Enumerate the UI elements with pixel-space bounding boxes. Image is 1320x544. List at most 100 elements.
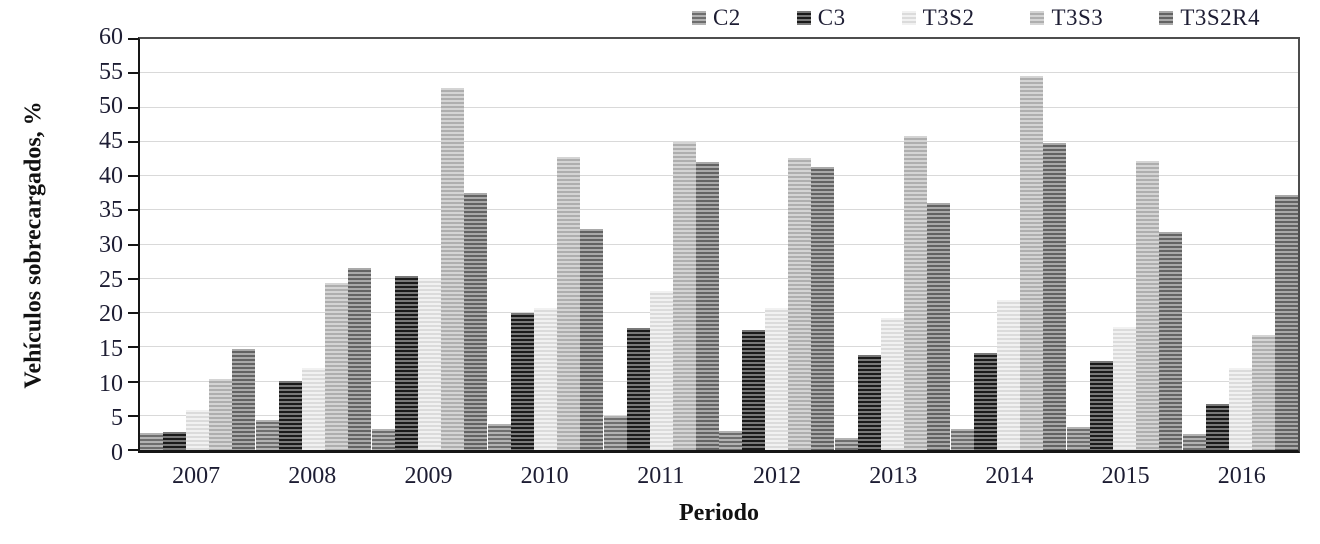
bar-c2-2012 <box>719 430 743 450</box>
bar-c2-2010 <box>487 423 511 450</box>
bar-c2-2009 <box>371 429 395 450</box>
y-tick-label-35: 35 <box>99 197 123 224</box>
bar-group-2014 <box>950 39 1067 450</box>
bar-t3s3-2014 <box>1019 76 1043 450</box>
gridline-40 <box>140 175 1298 177</box>
bar-t3s2r4-2013 <box>927 203 951 450</box>
bar-t3s2r4-2009 <box>463 193 487 450</box>
bar-c2-2008 <box>256 419 280 450</box>
legend-item-c2: C2 <box>691 5 741 31</box>
legend: C2 C3 T3S2 T3S3 T3S2R4 <box>138 2 1300 34</box>
x-tick-label-2013: 2013 <box>869 463 918 489</box>
bar-c2-2014 <box>950 429 974 450</box>
bar-t3s3-2008 <box>325 282 349 450</box>
y-tick-label-50: 50 <box>99 93 123 120</box>
bar-t3s3-2013 <box>904 135 928 450</box>
bar-c2-2015 <box>1066 427 1090 450</box>
x-tick-label-2007: 2007 <box>172 463 221 489</box>
gridline-10 <box>140 380 1298 382</box>
legend-swatch-t3s2r4 <box>1159 11 1174 25</box>
y-tick-label-10: 10 <box>99 370 123 397</box>
bar-t3s2-2010 <box>533 307 557 450</box>
legend-label: T3S3 <box>1051 5 1104 30</box>
gridline-45 <box>140 140 1298 142</box>
bar-c3-2016 <box>1205 404 1229 450</box>
y-tick-label-0: 0 <box>111 440 123 466</box>
bar-c3-2015 <box>1089 360 1113 450</box>
bar-t3s2-2015 <box>1112 326 1136 450</box>
bar-c3-2008 <box>279 380 303 450</box>
y-tick-label-15: 15 <box>99 336 123 362</box>
x-tick-label-2011: 2011 <box>637 463 685 489</box>
x-tick-label-2008: 2008 <box>288 463 337 489</box>
bar-t3s2r4-2016 <box>1274 195 1298 450</box>
x-tick-label-2009: 2009 <box>404 463 453 489</box>
y-tick-mark-50 <box>128 106 138 109</box>
bar-t3s2-2009 <box>417 278 441 450</box>
bar-groups <box>140 39 1298 450</box>
y-tick-mark-20 <box>128 312 138 315</box>
bar-t3s3-2009 <box>440 87 464 450</box>
bar-t3s2-2016 <box>1228 367 1252 450</box>
bar-c3-2011 <box>626 328 650 450</box>
legend-item-c3: C3 <box>796 5 846 31</box>
bar-t3s2-2011 <box>649 291 673 450</box>
bar-t3s3-2010 <box>556 156 580 450</box>
bar-c3-2007 <box>163 431 187 450</box>
y-tick-label-25: 25 <box>99 266 123 293</box>
x-tick-label-2010: 2010 <box>520 463 569 489</box>
bar-group-2013 <box>835 39 951 450</box>
bar-group-2010 <box>487 39 603 450</box>
x-axis-title: Periodo <box>679 500 759 526</box>
bar-t3s2-2014 <box>996 300 1020 450</box>
y-tick-label-30: 30 <box>99 232 123 258</box>
bar-t3s2-2007 <box>186 409 210 450</box>
bar-c2-2011 <box>603 416 627 450</box>
bar-c2-2016 <box>1182 433 1206 450</box>
legend-item-t3s2: T3S2 <box>901 5 975 31</box>
bar-group-2008 <box>256 39 372 450</box>
legend-label: T3S2R4 <box>1180 5 1260 30</box>
bar-group-2015 <box>1066 39 1182 450</box>
bar-t3s2r4-2007 <box>232 349 256 450</box>
legend-swatch-t3s2 <box>901 11 916 25</box>
gridline-5 <box>140 414 1298 416</box>
bar-group-2009 <box>371 39 488 450</box>
legend-label: C3 <box>817 5 846 30</box>
gridline-30 <box>140 243 1298 245</box>
legend-label: C2 <box>712 5 741 30</box>
y-tick-label-45: 45 <box>99 128 123 154</box>
y-tick-mark-10 <box>128 380 138 383</box>
y-tick-label-60: 60 <box>99 24 123 50</box>
gridline-55 <box>140 72 1298 74</box>
y-tick-mark-30 <box>128 243 138 246</box>
y-tick-mark-40 <box>128 175 138 178</box>
bar-group-2007 <box>140 39 256 450</box>
y-tick-mark-60 <box>128 38 138 40</box>
gridline-25 <box>140 277 1298 279</box>
x-tick-label-2012: 2012 <box>753 463 802 489</box>
legend-swatch-c3 <box>796 11 811 25</box>
bar-t3s3-2015 <box>1135 160 1159 450</box>
legend-swatch-t3s3 <box>1030 11 1045 25</box>
y-tick-label-40: 40 <box>99 162 123 189</box>
y-tick-mark-25 <box>128 277 138 280</box>
y-tick-mark-15 <box>128 346 138 349</box>
gridline-20 <box>140 312 1298 314</box>
bar-t3s3-2007 <box>209 378 233 450</box>
bar-c2-2007 <box>140 432 164 450</box>
bar-t3s2r4-2010 <box>579 229 603 450</box>
bar-t3s2-2008 <box>302 367 326 450</box>
y-axis-tick-labels: 0 5 10 15 20 25 30 35 40 45 50 55 60 <box>0 24 123 466</box>
bar-t3s2-2012 <box>765 308 789 450</box>
gridline-50 <box>140 106 1298 108</box>
bar-c3-2010 <box>510 313 534 450</box>
gridline-15 <box>140 346 1298 348</box>
bar-t3s3-2012 <box>788 158 812 450</box>
bar-t3s2r4-2011 <box>695 162 719 450</box>
bar-t3s2r4-2012 <box>811 167 835 450</box>
bar-t3s3-2011 <box>672 142 696 450</box>
y-tick-mark-55 <box>128 72 138 75</box>
y-tick-label-5: 5 <box>111 405 123 432</box>
y-tick-mark-5 <box>128 414 138 417</box>
